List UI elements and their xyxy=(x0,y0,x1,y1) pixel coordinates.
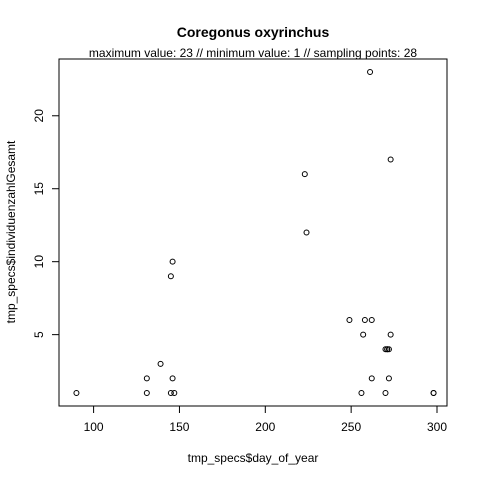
chart-subtitle: maximum value: 23 // minimum value: 1 //… xyxy=(89,46,417,60)
data-point xyxy=(143,390,150,396)
data-point xyxy=(167,390,174,396)
x-tick-label: 200 xyxy=(255,420,275,434)
chart-title: Coregonus oxyrinchus xyxy=(177,24,330,40)
x-tick-label: 100 xyxy=(84,420,104,434)
data-points xyxy=(73,69,437,396)
x-tick-label: 250 xyxy=(341,420,361,434)
x-axis-label: tmp_specs$day_of_year xyxy=(188,451,319,465)
y-tick-label: 5 xyxy=(32,331,46,338)
y-axis-label: tmp_specs$individuenzahlGesamt xyxy=(4,140,18,323)
data-point xyxy=(367,69,374,75)
data-point xyxy=(358,390,365,396)
data-point xyxy=(171,390,178,396)
data-point xyxy=(368,375,375,382)
y-tick-label: 20 xyxy=(32,109,46,123)
y-tick-label: 10 xyxy=(32,255,46,269)
data-point xyxy=(169,375,176,382)
data-point xyxy=(169,258,176,265)
y-axis: 5 10 15 20 xyxy=(32,109,59,338)
data-point xyxy=(361,317,368,324)
data-point xyxy=(157,360,164,367)
y-tick-label: 15 xyxy=(32,182,46,196)
data-point xyxy=(167,273,174,280)
data-point xyxy=(387,156,394,163)
data-point xyxy=(384,346,391,353)
data-point xyxy=(73,390,80,396)
data-point xyxy=(387,331,394,338)
data-point xyxy=(303,229,310,236)
data-point xyxy=(301,171,308,178)
x-axis: 100 150 200 250 300 xyxy=(84,406,447,434)
data-point xyxy=(382,390,389,396)
data-point xyxy=(382,346,389,353)
plot-frame xyxy=(58,58,448,407)
data-point xyxy=(368,317,375,324)
data-point xyxy=(346,317,353,324)
x-tick-label: 300 xyxy=(427,420,447,434)
x-tick-label: 150 xyxy=(169,420,189,434)
data-point xyxy=(385,375,392,382)
data-point xyxy=(430,390,437,396)
data-point xyxy=(360,331,367,338)
data-point xyxy=(143,375,150,382)
data-point xyxy=(385,346,392,353)
